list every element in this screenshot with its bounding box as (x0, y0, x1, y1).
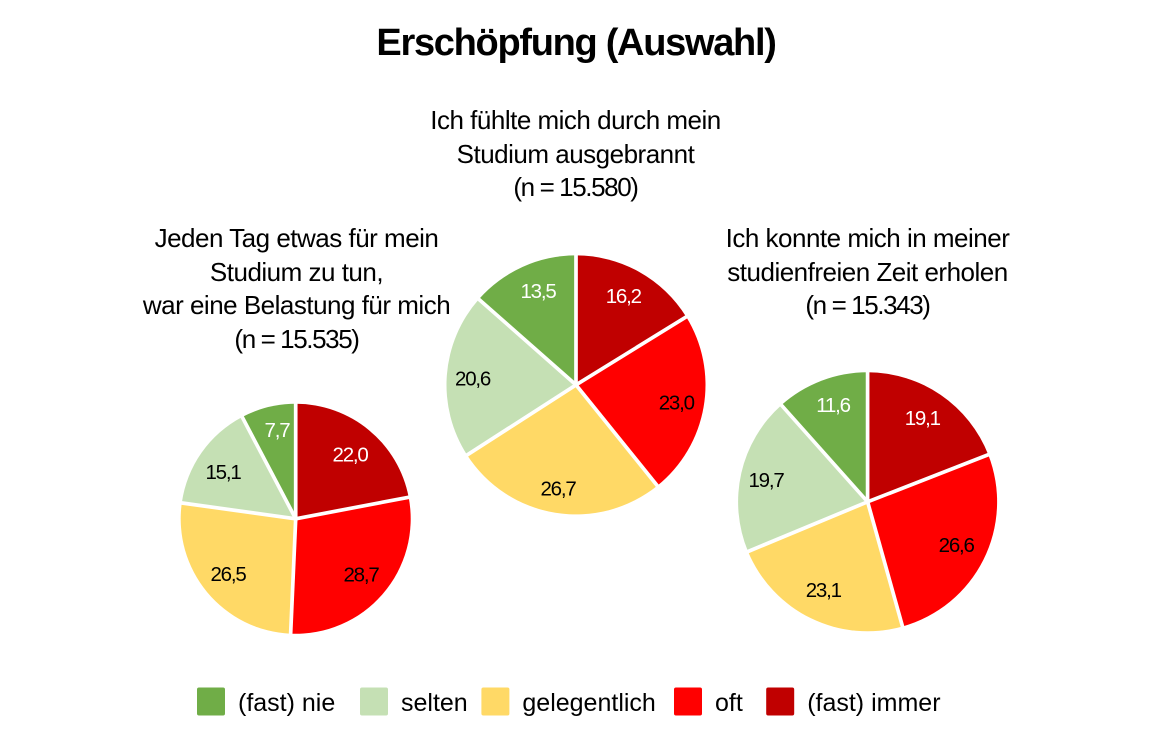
svg-text:gelegentlich: gelegentlich (522, 689, 655, 717)
svg-text:20,6: 20,6 (455, 368, 491, 391)
svg-text:7,7: 7,7 (265, 419, 291, 442)
svg-text:19,1: 19,1 (905, 407, 941, 430)
svg-text:(fast) immer: (fast) immer (807, 689, 940, 717)
svg-text:22,0: 22,0 (333, 444, 369, 467)
svg-text:19,7: 19,7 (748, 469, 784, 492)
svg-text:23,1: 23,1 (806, 579, 842, 602)
svg-text:16,2: 16,2 (606, 285, 642, 308)
svg-text:selten: selten (401, 689, 468, 717)
svg-text:28,7: 28,7 (343, 564, 379, 587)
svg-text:23,0: 23,0 (659, 392, 695, 415)
svg-text:13,5: 13,5 (520, 280, 556, 303)
svg-text:26,6: 26,6 (939, 534, 975, 557)
svg-text:oft: oft (715, 689, 743, 717)
svg-text:11,6: 11,6 (816, 394, 850, 417)
svg-text:26,5: 26,5 (210, 563, 246, 586)
svg-text:26,7: 26,7 (540, 477, 576, 500)
svg-text:15,1: 15,1 (205, 461, 241, 484)
svg-text:(fast) nie: (fast) nie (238, 689, 335, 717)
